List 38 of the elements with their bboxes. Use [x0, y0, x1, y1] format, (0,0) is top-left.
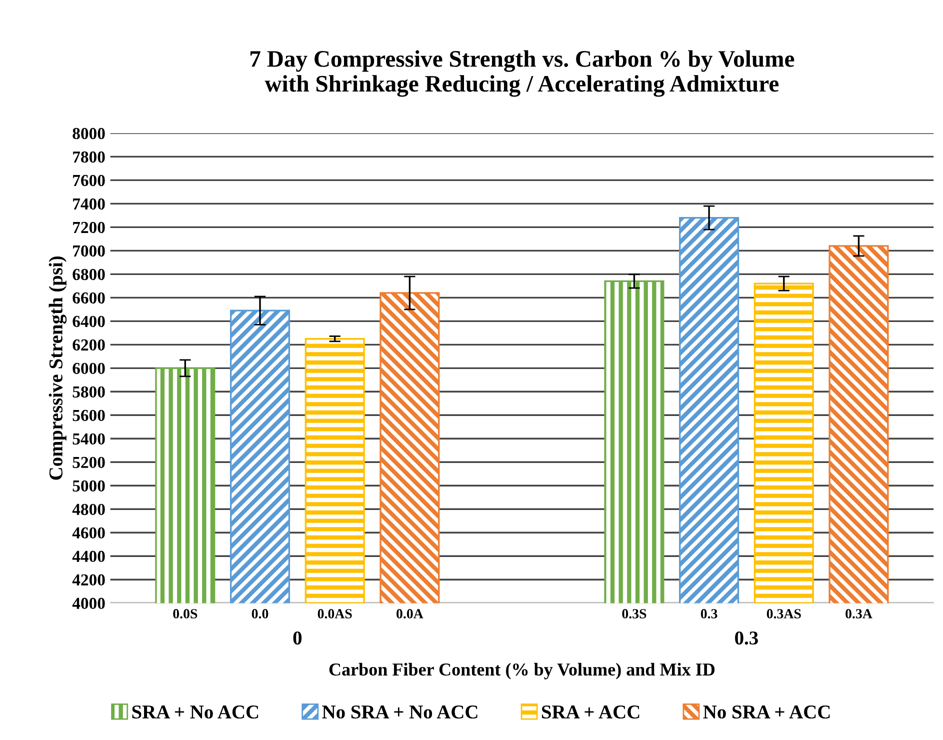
y-tick-label: 6200 — [72, 339, 105, 351]
x-tick-label: 0.3S — [622, 609, 646, 618]
legend-label: SRA + No ACC — [132, 705, 258, 719]
y-tick-label: 7000 — [73, 245, 105, 257]
y-tick-label: 4000 — [72, 598, 105, 610]
x-tick-label: 0.0A — [396, 609, 424, 618]
y-tick-label: 5600 — [72, 410, 105, 422]
x-tick-label: 0.0S — [173, 609, 198, 618]
y-tick-label: 5400 — [72, 433, 105, 445]
y-tick-label: 6400 — [72, 316, 105, 328]
y-tick-label: 8000 — [72, 128, 105, 140]
y-axis-title: Compressive Strength (psi) — [48, 256, 67, 480]
y-tick-label: 6600 — [72, 292, 105, 304]
y-tick-label: 6000 — [72, 362, 105, 374]
y-tick-label: 4400 — [72, 550, 105, 562]
text: 0 — [293, 631, 302, 645]
x-tick-label: 0.3A — [846, 609, 872, 618]
y-tick-label: 7800 — [73, 151, 105, 163]
y-tick-label: 7200 — [73, 222, 105, 234]
chart-title: 7 Day Compressive Strength vs. Carbon % by Volume with Shrinkage Reducing / Accelerating Admixture — [250, 50, 794, 97]
y-tick-label: 7400 — [73, 198, 105, 210]
y-tick-label: 7600 — [73, 174, 105, 186]
x-tick-label: 0.3AS — [766, 609, 801, 618]
legend-label: No SRA + No ACC — [322, 705, 478, 719]
x-axis-title: Carbon Fiber Content (% by Volume) and Mix ID — [329, 662, 715, 680]
y-tick-label: 4200 — [72, 574, 105, 586]
legend-label: SRA + ACC — [542, 705, 640, 719]
y-tick-label: 5200 — [72, 456, 105, 468]
y-tick-label: 4800 — [72, 504, 105, 516]
x-tick-label: 0.3 — [700, 609, 718, 618]
y-tick-label: 6800 — [72, 268, 105, 280]
x-tick-label: 0.0AS — [318, 609, 352, 618]
text: 0.3 — [735, 631, 758, 645]
legend-label: No SRA + ACC — [703, 705, 830, 719]
y-tick-label: 5800 — [72, 386, 105, 398]
y-tick-label: 5000 — [72, 480, 105, 492]
y-tick-label: 4600 — [72, 527, 105, 539]
x-tick-label: 0.0 — [252, 609, 268, 618]
